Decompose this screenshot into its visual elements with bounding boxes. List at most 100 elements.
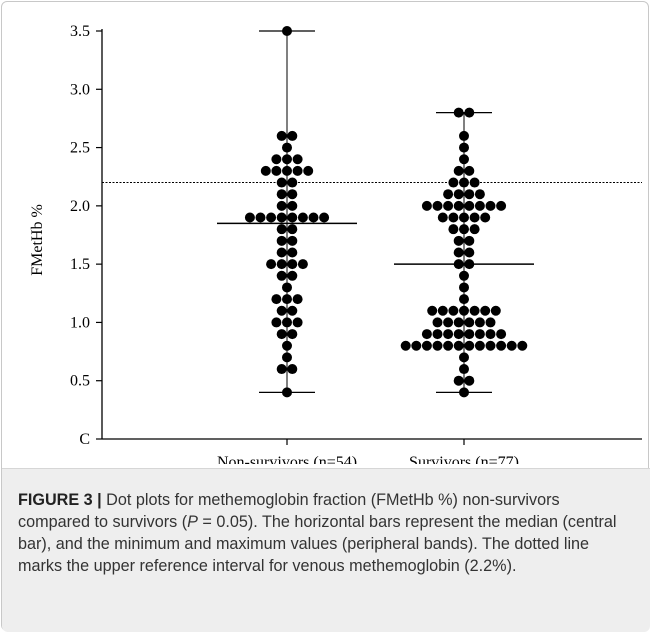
y-tick-label: 1.0 — [70, 314, 90, 331]
y-tick-label: C — [79, 431, 90, 448]
y-ticks: C 0.5 1.0 1.5 2.0 2.5 3.0 3.5 — [70, 23, 465, 448]
data-point — [287, 259, 298, 270]
y-axis-label: FMetHb % — [29, 204, 46, 276]
data-point — [453, 259, 464, 270]
data-point — [464, 259, 475, 270]
data-point — [287, 329, 298, 340]
data-point — [260, 165, 271, 176]
data-point — [432, 329, 443, 340]
data-point — [282, 142, 292, 153]
data-point — [411, 340, 422, 351]
data-point — [287, 200, 298, 211]
data-point — [266, 212, 277, 223]
data-point — [459, 224, 469, 235]
y-tick-label: 1.5 — [70, 256, 90, 273]
data-point — [282, 165, 292, 176]
data-point — [421, 200, 432, 211]
data-point — [459, 282, 469, 293]
data-point — [287, 189, 298, 200]
data-point — [496, 200, 507, 211]
data-point — [292, 317, 303, 328]
data-point — [292, 154, 303, 165]
data-point — [448, 305, 459, 316]
data-point — [282, 282, 292, 293]
data-point — [469, 212, 480, 223]
data-point — [282, 387, 292, 398]
caption-p-symbol: P — [187, 513, 198, 531]
data-point — [448, 224, 459, 235]
data-point — [255, 212, 266, 223]
data-point — [287, 235, 298, 246]
data-point — [432, 317, 443, 328]
data-point — [469, 224, 480, 235]
data-point — [464, 189, 475, 200]
x-tick-label: Survivors (n=77) — [409, 454, 519, 464]
data-point — [459, 364, 469, 375]
data-point — [282, 340, 292, 351]
data-point — [496, 329, 507, 340]
data-point — [292, 294, 303, 305]
data-point — [464, 375, 475, 386]
data-point — [453, 317, 464, 328]
data-point — [517, 340, 528, 351]
y-tick-label: 0.5 — [70, 373, 90, 390]
figure-caption: FIGURE 3 | Dot plots for methemoglobin f… — [2, 468, 650, 632]
data-point — [282, 317, 292, 328]
data-point — [474, 200, 485, 211]
data-point — [480, 212, 491, 223]
data-point — [276, 224, 287, 235]
y-tick-label: 2.5 — [70, 140, 90, 157]
y-tick-label: 3.5 — [70, 23, 90, 40]
data-point — [464, 235, 475, 246]
data-point — [287, 364, 298, 375]
data-point — [282, 26, 292, 36]
data-point — [485, 329, 496, 340]
data-point — [464, 340, 475, 351]
data-point — [453, 165, 464, 176]
data-point — [453, 200, 464, 211]
data-point — [485, 317, 496, 328]
data-point — [400, 340, 411, 351]
data-point — [464, 200, 475, 211]
data-point — [282, 154, 292, 165]
data-point — [319, 212, 330, 223]
data-points — [244, 26, 528, 398]
data-point — [485, 200, 496, 211]
data-point — [453, 189, 464, 200]
data-point — [443, 340, 454, 351]
data-point — [287, 212, 298, 223]
x-tick-label: Non-survivors (n=54) — [217, 454, 357, 464]
data-point — [276, 329, 287, 340]
data-point — [459, 212, 469, 223]
data-point — [276, 235, 287, 246]
data-point — [276, 177, 287, 188]
data-point — [469, 177, 480, 188]
data-point — [459, 352, 469, 363]
data-point — [459, 142, 469, 153]
data-point — [432, 340, 443, 351]
data-point — [276, 305, 287, 316]
data-point — [459, 387, 469, 398]
data-point — [287, 130, 298, 141]
data-point — [437, 305, 448, 316]
data-point — [287, 224, 298, 235]
data-point — [276, 247, 287, 258]
data-point — [437, 212, 448, 223]
data-point — [276, 270, 287, 281]
data-point — [480, 305, 491, 316]
data-point — [276, 130, 287, 141]
data-point — [276, 364, 287, 375]
data-point — [453, 340, 464, 351]
data-point — [287, 177, 298, 188]
data-point — [276, 212, 287, 223]
data-point — [459, 294, 469, 305]
data-point — [443, 189, 454, 200]
data-point — [453, 375, 464, 386]
data-point — [464, 107, 475, 118]
data-point — [453, 329, 464, 340]
data-point — [496, 340, 507, 351]
data-point — [459, 177, 469, 188]
data-point — [287, 270, 298, 281]
data-point — [244, 212, 255, 223]
